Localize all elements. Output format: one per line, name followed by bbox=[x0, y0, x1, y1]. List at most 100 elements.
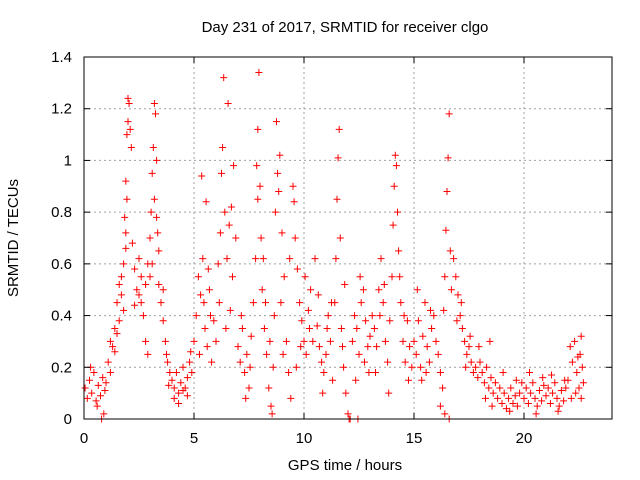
data-point bbox=[403, 317, 411, 325]
data-point bbox=[198, 172, 206, 180]
data-point bbox=[97, 392, 104, 400]
data-point bbox=[318, 358, 326, 366]
data-point bbox=[275, 187, 283, 195]
data-point bbox=[115, 317, 123, 325]
data-point bbox=[410, 337, 418, 345]
data-point bbox=[144, 350, 152, 358]
data-point bbox=[274, 169, 282, 177]
data-point bbox=[237, 312, 245, 320]
data-point bbox=[155, 247, 163, 255]
data-point bbox=[137, 299, 145, 307]
data-point bbox=[419, 332, 427, 340]
x-axis-label: GPS time / hours bbox=[288, 457, 402, 474]
data-point bbox=[408, 363, 416, 371]
data-point bbox=[234, 343, 242, 351]
data-point bbox=[123, 131, 131, 139]
data-point bbox=[332, 255, 340, 263]
data-point bbox=[187, 348, 195, 356]
data-point bbox=[540, 381, 548, 389]
data-point bbox=[498, 399, 506, 407]
data-point bbox=[337, 325, 345, 332]
data-point bbox=[577, 394, 585, 402]
data-point bbox=[159, 286, 167, 294]
data-point bbox=[555, 402, 563, 410]
data-point bbox=[499, 368, 507, 376]
data-point bbox=[157, 299, 165, 307]
data-point bbox=[245, 384, 253, 392]
data-point bbox=[577, 332, 585, 340]
data-point bbox=[526, 368, 533, 376]
data-point bbox=[268, 410, 276, 418]
data-point bbox=[280, 273, 288, 281]
data-point bbox=[522, 384, 530, 392]
data-point bbox=[450, 255, 458, 263]
data-point bbox=[422, 368, 430, 376]
data-point bbox=[263, 350, 271, 358]
data-point bbox=[385, 389, 393, 397]
data-point bbox=[242, 394, 250, 402]
data-point bbox=[102, 379, 110, 387]
y-tick-label: 0.8 bbox=[51, 204, 72, 221]
data-point bbox=[478, 368, 486, 376]
data-point bbox=[152, 110, 159, 118]
data-point bbox=[472, 363, 480, 371]
data-point bbox=[259, 255, 267, 263]
data-point bbox=[146, 234, 154, 242]
data-point bbox=[282, 337, 290, 345]
data-point bbox=[278, 229, 286, 237]
data-point bbox=[256, 182, 264, 190]
data-point bbox=[527, 389, 535, 397]
data-point bbox=[533, 402, 541, 410]
data-point bbox=[86, 376, 93, 384]
data-point bbox=[475, 343, 483, 351]
data-point bbox=[93, 402, 101, 410]
x-tick-label: 20 bbox=[516, 430, 533, 447]
data-point bbox=[179, 363, 187, 371]
data-point bbox=[551, 379, 559, 387]
data-point bbox=[202, 198, 210, 206]
data-point bbox=[163, 350, 170, 358]
x-tick-label: 10 bbox=[296, 430, 313, 447]
x-tick-label: 0 bbox=[80, 430, 88, 447]
data-point bbox=[271, 208, 279, 216]
data-point bbox=[113, 330, 121, 338]
data-point bbox=[113, 299, 121, 307]
data-point bbox=[572, 389, 580, 397]
data-point bbox=[137, 273, 145, 281]
data-point bbox=[154, 229, 162, 237]
data-point bbox=[441, 273, 449, 281]
data-point bbox=[296, 299, 304, 307]
data-point bbox=[557, 387, 565, 395]
data-point bbox=[300, 337, 308, 345]
data-point bbox=[461, 337, 469, 345]
y-tick-label: 1.2 bbox=[51, 101, 72, 118]
data-point bbox=[199, 255, 207, 263]
y-tick-label: 1.4 bbox=[51, 49, 72, 66]
data-point bbox=[122, 177, 130, 185]
data-point bbox=[489, 389, 497, 397]
data-point bbox=[269, 363, 277, 371]
data-point bbox=[509, 399, 517, 407]
data-point bbox=[92, 397, 100, 405]
data-point bbox=[292, 363, 300, 371]
data-point bbox=[395, 247, 403, 255]
data-point bbox=[164, 358, 172, 366]
data-point bbox=[578, 363, 586, 371]
data-point bbox=[488, 402, 496, 410]
data-point bbox=[212, 337, 220, 345]
data-point bbox=[414, 317, 422, 325]
data-point bbox=[457, 299, 465, 307]
data-point bbox=[172, 368, 180, 376]
data-point bbox=[290, 198, 298, 206]
data-point bbox=[241, 368, 249, 376]
data-point bbox=[155, 281, 163, 289]
data-point bbox=[166, 368, 174, 376]
data-point bbox=[375, 286, 383, 294]
data-point bbox=[122, 244, 130, 252]
data-point bbox=[518, 379, 526, 387]
data-point bbox=[219, 144, 227, 151]
data-point bbox=[149, 144, 157, 151]
data-point bbox=[124, 118, 132, 126]
data-point bbox=[146, 273, 154, 281]
data-point bbox=[425, 358, 433, 366]
